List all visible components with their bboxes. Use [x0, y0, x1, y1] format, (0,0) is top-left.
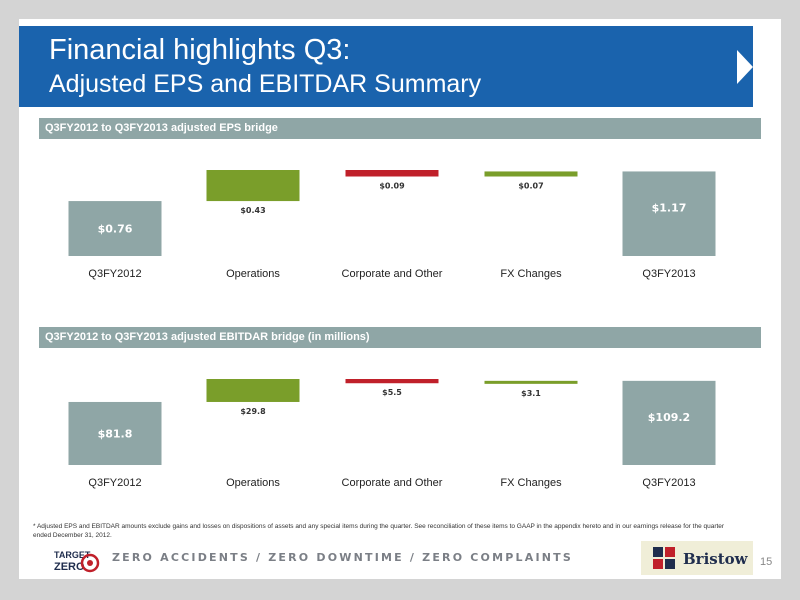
ebitdar-value-label-2: $5.5 [382, 388, 402, 397]
eps-value-label-3: $0.07 [518, 182, 543, 191]
title-banner: Financial highlights Q3: Adjusted EPS an… [19, 26, 753, 107]
ebitdar-bridge-chart: $81.8 Q3FY2012 $29.8 Operations $5.5 Corporat… [68, 379, 716, 489]
ebitdar-value-label-4: $109.2 [648, 411, 690, 424]
eps-value-label-2: $0.09 [379, 182, 405, 191]
ebitdar-value-label-1: $29.8 [240, 407, 266, 416]
eps-bridge-chart: $0.76 Q3FY2012 $0.43 Operations $0.09 Corpora… [68, 170, 716, 280]
ebitdar-bar-4 [622, 380, 716, 465]
eps-section-header: Q3FY2012 to Q3FY2013 adjusted EPS bridge [39, 118, 761, 139]
eps-category-label-3: FX Changes [500, 268, 562, 280]
bristow-logo: Bristow [641, 541, 753, 575]
eps-category-label-4: Q3FY2013 [642, 268, 695, 280]
banner-arrow-icon [737, 50, 753, 84]
footer-tagline: ZERO ACCIDENTS / ZERO DOWNTIME / ZERO CO… [112, 551, 573, 564]
ebitdar-bar-3 [484, 380, 578, 384]
eps-category-label-2: Corporate and Other [342, 268, 443, 280]
ebitdar-category-label-4: Q3FY2013 [642, 477, 695, 489]
eps-value-label-0: $0.76 [98, 223, 133, 236]
ebitdar-bar-0 [68, 401, 162, 465]
logo-text-zero: ZERO [54, 561, 85, 573]
bristow-wordmark: Bristow [683, 550, 748, 568]
ebitdar-value-label-0: $81.8 [98, 427, 133, 440]
eps-value-label-4: $1.17 [652, 202, 687, 215]
eps-category-label-1: Operations [226, 268, 280, 280]
eps-bar-1 [206, 170, 300, 202]
ebitdar-category-label-2: Corporate and Other [342, 477, 443, 489]
ebitdar-section-header: Q3FY2012 to Q3FY2013 adjusted EBITDAR br… [39, 327, 761, 348]
logo-text-target: TARGET [54, 550, 91, 560]
eps-bar-4 [622, 171, 716, 256]
ebitdar-category-label-3: FX Changes [500, 477, 562, 489]
ebitdar-bar-1 [206, 379, 300, 402]
slide-title-line2: Adjusted EPS and EBITDAR Summary [49, 70, 482, 98]
ebitdar-bar-2 [345, 379, 439, 384]
page-number: 15 [760, 556, 773, 568]
bristow-mark-icon [653, 547, 675, 569]
eps-category-label-0: Q3FY2012 [88, 268, 141, 280]
slide-background [19, 19, 781, 579]
footnote: * Adjusted EPS and EBITDAR amounts exclu… [33, 523, 725, 539]
eps-bar-3 [484, 171, 578, 177]
target-zero-logo: TARGET ZERO [54, 550, 100, 573]
ebitdar-value-label-3: $3.1 [521, 389, 541, 398]
ebitdar-category-label-0: Q3FY2012 [88, 477, 141, 489]
slide-title-line1: Financial highlights Q3: [49, 34, 351, 66]
ebitdar-category-label-1: Operations [226, 477, 280, 489]
eps-value-label-1: $0.43 [240, 206, 265, 215]
eps-bar-0 [68, 201, 162, 256]
eps-bar-2 [345, 170, 439, 177]
